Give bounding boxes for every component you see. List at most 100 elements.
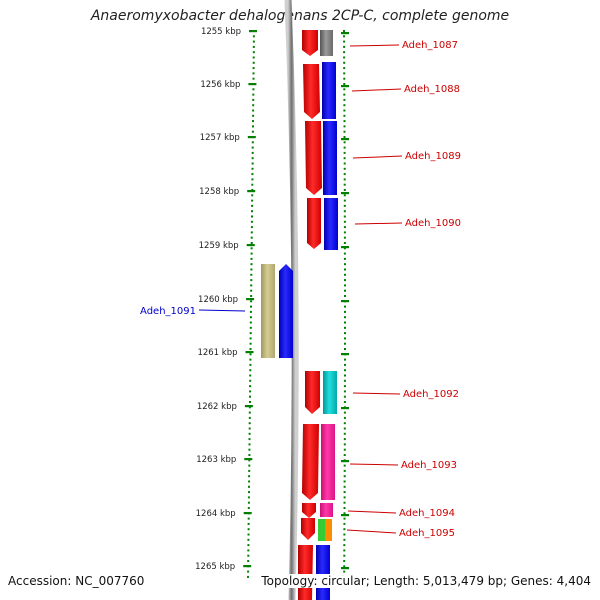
cds-feature-adeh-1087[interactable] [302, 30, 318, 56]
ruler-dot [252, 67, 255, 70]
ruler-dot [343, 496, 346, 499]
ruler-dot [248, 427, 251, 430]
gene-label[interactable]: Adeh_1087 [402, 40, 458, 51]
cds-feature-adeh-1094[interactable] [302, 503, 316, 518]
ruler-tick-label: 1256 kbp [200, 80, 240, 90]
ruler-dot [343, 120, 346, 123]
cog-block-next[interactable] [316, 545, 330, 600]
cds-feature-adeh-1088[interactable] [303, 64, 320, 119]
ruler-dot [343, 61, 346, 64]
cog-block-adeh-1090[interactable] [324, 198, 338, 250]
gene-label[interactable]: Adeh_1092 [403, 389, 459, 400]
ruler-dot [344, 268, 346, 271]
cds-feature-next[interactable] [298, 545, 313, 600]
gene-label[interactable]: Adeh_1095 [399, 528, 455, 539]
gene-label[interactable]: Adeh_1094 [399, 508, 455, 519]
ruler-tick-label: 1258 kbp [199, 187, 239, 197]
cog-block-adeh-1095-a[interactable] [318, 519, 325, 541]
ruler-dot [252, 40, 255, 43]
ruler-dot [252, 125, 254, 128]
ruler-dot [249, 337, 252, 340]
ruler-major-tick-left [248, 83, 257, 86]
ruler-dot [343, 257, 346, 260]
ruler-dot [344, 332, 346, 335]
ruler-dot [343, 554, 346, 557]
ruler-dot [343, 379, 346, 382]
ruler-dot [249, 401, 251, 403]
ruler-dot [343, 173, 346, 176]
gene-label-leader-line [347, 510, 397, 514]
ruler-dot [344, 326, 346, 329]
ruler-dot [343, 533, 346, 536]
cds-feature-adeh-1093[interactable] [302, 424, 319, 500]
ruler-dot [343, 45, 346, 48]
ruler-major-tick-right [341, 567, 349, 570]
ruler-dot [343, 83, 346, 85]
gene-label-leader-line [352, 392, 401, 395]
ruler-dot [343, 104, 346, 107]
gene-label-leader-line [352, 155, 403, 159]
ruler-dot [343, 427, 346, 430]
cds-feature-adeh-1090[interactable] [307, 198, 321, 249]
ruler-dot [249, 358, 252, 361]
gene-labels: Adeh_1087 Adeh_1088 Adeh_1089 Adeh_1090 Adeh… [140, 40, 461, 539]
ruler-dot [250, 295, 253, 297]
cog-block-adeh-1093[interactable] [321, 424, 335, 500]
cog-block-adeh-1089[interactable] [323, 121, 337, 195]
ruler-dot [251, 162, 254, 165]
cog-block-adeh-1091[interactable] [261, 264, 275, 358]
cog-block-adeh-1087[interactable] [320, 30, 333, 56]
gene-label[interactable]: Adeh_1091 [140, 306, 196, 317]
ruler-dot [343, 35, 345, 38]
cog-block-adeh-1088[interactable] [322, 62, 336, 119]
ruler-dot [252, 120, 254, 123]
ruler-dot [343, 411, 346, 414]
ruler-dot [249, 342, 252, 345]
gene-label[interactable]: Adeh_1088 [404, 84, 460, 95]
cds-feature-adeh-1091[interactable] [279, 264, 293, 358]
ruler-dot [249, 316, 252, 319]
gene-label[interactable]: Adeh_1093 [401, 460, 457, 471]
cog-block-adeh-1094[interactable] [320, 503, 333, 517]
ruler-dot [343, 178, 346, 181]
gene-label[interactable]: Adeh_1090 [405, 218, 461, 229]
genome-summary-text: Topology: circular; Length: 5,013,479 bp… [258, 574, 594, 588]
ruler-dot [343, 30, 345, 32]
ruler-dot [247, 496, 250, 499]
accession-text: Accession: NC_007760 [5, 574, 148, 588]
ruler-dot [247, 533, 250, 536]
ruler-dot [250, 263, 253, 266]
ruler-dot [343, 522, 346, 525]
gene-label-leader-line [351, 88, 402, 92]
ruler-dot [343, 507, 346, 509]
ruler-dot [249, 310, 252, 313]
ruler-dot [343, 226, 346, 229]
ruler-dot [343, 56, 346, 59]
gene-label[interactable]: Adeh_1089 [405, 151, 461, 162]
ruler-dot [343, 51, 346, 54]
cds-feature-adeh-1095[interactable] [301, 518, 315, 540]
ruler-major-tick-right [341, 192, 349, 195]
ruler-dot [248, 454, 251, 456]
cds-feature-adeh-1092[interactable] [305, 371, 320, 414]
ruler-dot [248, 469, 251, 472]
ruler-dot [343, 570, 346, 573]
cog-block-adeh-1095-b[interactable] [325, 519, 332, 541]
cog-block-adeh-1092[interactable] [323, 371, 337, 414]
ruler-dot [344, 342, 346, 345]
ruler-dot [343, 210, 346, 213]
ruler-dot [249, 326, 252, 329]
ruler-dot [344, 279, 346, 282]
ruler-dot [343, 77, 346, 80]
ruler-dot [250, 268, 253, 271]
cds-feature-adeh-1089[interactable] [305, 121, 322, 195]
ruler-dot [248, 459, 251, 462]
ruler-dot [248, 438, 251, 441]
ruler-dot [252, 93, 255, 96]
ruler-dot [251, 151, 254, 154]
ruler-dot [343, 236, 346, 239]
ruler-dot [247, 549, 250, 552]
ruler-dot [343, 401, 346, 403]
